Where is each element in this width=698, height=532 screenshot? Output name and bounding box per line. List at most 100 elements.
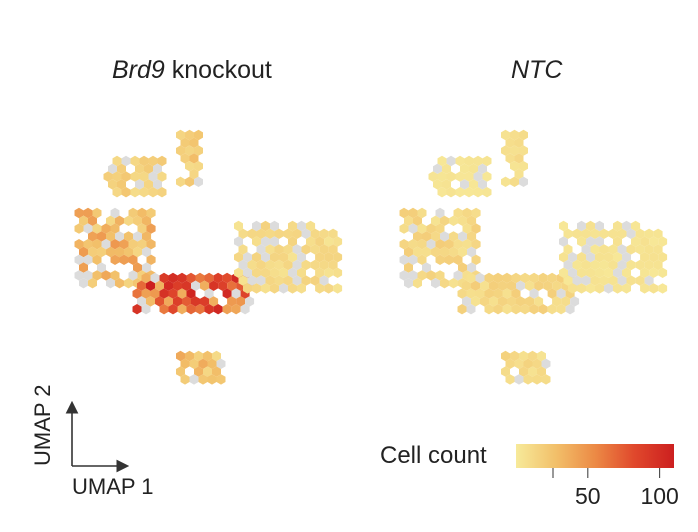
hexbin-cell bbox=[213, 304, 223, 315]
hexbin-cell bbox=[484, 304, 494, 315]
hexbin-cell bbox=[234, 252, 243, 263]
hexbin-cell bbox=[301, 244, 311, 255]
hexbin-cell bbox=[471, 280, 480, 291]
hexbin-cell bbox=[256, 244, 266, 255]
hexbin-cell bbox=[635, 275, 645, 286]
hexbin-cell bbox=[417, 207, 427, 219]
hexbin-cell bbox=[475, 272, 485, 284]
hexbin-cell bbox=[133, 231, 142, 242]
hexbin-cell bbox=[270, 252, 279, 263]
hexbin-cell bbox=[471, 254, 481, 265]
hexbin-cell bbox=[399, 223, 409, 234]
hexbin-cell bbox=[97, 246, 106, 258]
hexbin-cell bbox=[653, 244, 663, 255]
hexbin-cell bbox=[283, 259, 293, 271]
hexbin-panel-ntc bbox=[399, 129, 668, 385]
colorbar bbox=[516, 444, 674, 468]
hexbin-cell bbox=[529, 288, 539, 299]
hexbin-cell bbox=[514, 374, 524, 385]
hexbin-cell bbox=[265, 228, 275, 239]
colorbar-title: Cell count bbox=[380, 442, 487, 469]
hexbin-cell bbox=[333, 236, 343, 247]
hexbin-cell bbox=[130, 187, 140, 198]
hexbin-cell bbox=[310, 228, 320, 239]
hexbin-cell bbox=[270, 220, 279, 232]
hexbin-cell bbox=[559, 220, 568, 232]
hexbin-cell bbox=[568, 252, 577, 263]
hexbin-cell bbox=[626, 228, 636, 239]
hexbin-cell bbox=[635, 228, 645, 239]
hexbin-cell bbox=[516, 296, 525, 307]
hexbin-cell bbox=[510, 129, 519, 141]
hexbin-cell bbox=[261, 267, 270, 278]
hexbin-cell bbox=[124, 231, 133, 242]
hexbin-cell bbox=[449, 246, 458, 258]
hexbin-cell bbox=[453, 239, 463, 250]
hexbin-cell bbox=[288, 267, 297, 278]
hexbin-cell bbox=[399, 254, 409, 265]
hexbin-cell bbox=[644, 259, 654, 271]
hexbin-cell bbox=[446, 155, 456, 167]
hexbin-cell bbox=[142, 262, 152, 273]
hexbin-cell bbox=[146, 254, 156, 265]
hexbin-cell bbox=[177, 272, 187, 284]
hexbin-cell bbox=[595, 283, 604, 294]
hexbin-cell bbox=[608, 275, 618, 286]
hexbin-cell bbox=[613, 252, 622, 263]
hexbin-cell bbox=[431, 231, 440, 242]
hexbin-cell bbox=[83, 223, 93, 234]
hexbin-cell bbox=[155, 296, 164, 307]
hexbin-cell bbox=[426, 239, 436, 250]
hexbin-cell bbox=[137, 207, 147, 219]
hexbin-cell bbox=[176, 129, 185, 141]
hexbin-cell bbox=[213, 272, 223, 284]
hexbin-cell bbox=[519, 350, 528, 362]
hexbin-cell bbox=[124, 215, 133, 226]
hexbin-cell bbox=[547, 272, 557, 284]
hexbin-cell bbox=[467, 215, 477, 226]
hexbin-cell bbox=[216, 358, 226, 369]
hexbin-cell bbox=[413, 278, 422, 289]
hexbin-cell bbox=[279, 252, 288, 263]
hexbin-cell bbox=[218, 280, 228, 291]
hexbin-cell bbox=[139, 171, 149, 182]
hexbin-cell bbox=[328, 259, 338, 271]
hexbin-cell bbox=[319, 244, 329, 255]
hexbin-cell bbox=[292, 259, 302, 271]
hexbin-cell bbox=[182, 296, 191, 307]
hexbin-cell bbox=[653, 259, 663, 271]
hexbin-cell bbox=[101, 239, 111, 250]
hexbin-cell bbox=[115, 246, 124, 258]
hexbin-cell bbox=[301, 275, 311, 286]
hexbin-cell bbox=[234, 236, 243, 247]
hexbin-cell bbox=[159, 272, 169, 284]
hexbin-cell bbox=[440, 215, 449, 226]
hexbin-cell bbox=[413, 231, 422, 242]
hexbin-cell bbox=[315, 283, 325, 294]
hexbin-cell bbox=[186, 272, 196, 284]
hexbin-cell bbox=[471, 239, 481, 250]
hexbin-cell bbox=[142, 231, 152, 242]
hexbin-cell bbox=[511, 304, 521, 315]
hexbin-cell bbox=[556, 304, 566, 315]
hexbin-cell bbox=[437, 155, 447, 167]
hexbin-cell bbox=[247, 259, 257, 271]
hexbin-cell bbox=[581, 259, 591, 271]
hexbin-cell bbox=[528, 366, 537, 377]
hexbin-cell bbox=[141, 304, 151, 315]
hexbin-cell bbox=[252, 252, 261, 263]
hexbin-cell bbox=[399, 207, 409, 219]
hexbin-cell bbox=[333, 252, 343, 263]
hexbin-cell bbox=[559, 267, 568, 278]
hexbin-cell bbox=[457, 304, 467, 315]
hexbin-cell bbox=[493, 304, 503, 315]
hexbin-cell bbox=[489, 280, 498, 291]
hexbin-cell bbox=[256, 259, 266, 271]
hexbin-cell bbox=[261, 252, 270, 263]
hexbin-cell bbox=[185, 350, 194, 362]
hexbin-cell bbox=[279, 283, 288, 294]
hexbin-cell bbox=[79, 262, 88, 273]
hexbin-cell bbox=[234, 267, 243, 278]
hexbin-cell bbox=[501, 350, 510, 362]
hexbin-cell bbox=[464, 187, 474, 198]
